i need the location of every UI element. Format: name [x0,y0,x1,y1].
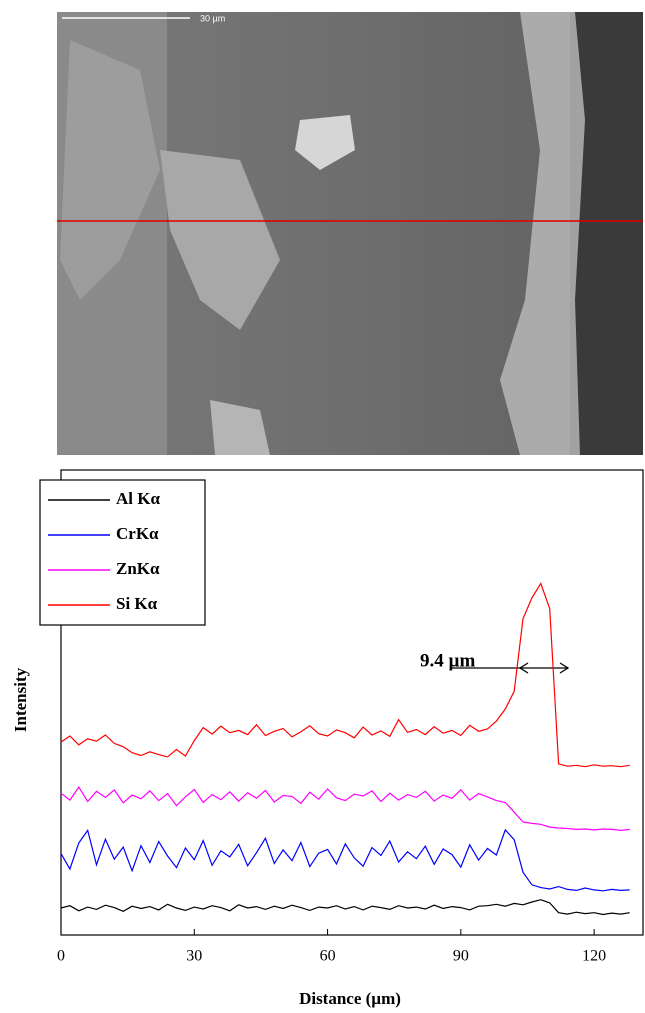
legend-label: ZnKα [116,559,160,578]
x-tick-label: 60 [320,948,336,965]
data-line [61,900,630,915]
x-tick-label: 0 [57,948,65,965]
sem-image: 30 µm [57,12,643,455]
x-axis-label: Distance (µm) [299,989,401,1008]
x-tick-label: 30 [186,948,202,965]
legend-label: Si Kα [116,594,158,613]
data-line [61,830,630,891]
figure: 30 µm Intensity Distance (µm) 9.4 µm 0 30… [0,0,645,1013]
legend-label: CrKα [116,524,159,543]
chart: Intensity Distance (µm) 9.4 µm [11,470,643,1008]
data-line [61,787,630,830]
x-tick-label: 120 [582,948,606,965]
x-tick-label: 90 [453,948,469,965]
scale-bar-label: 30 µm [200,13,225,23]
y-axis-label: Intensity [11,667,30,732]
legend-label: Al Kα [116,489,160,508]
